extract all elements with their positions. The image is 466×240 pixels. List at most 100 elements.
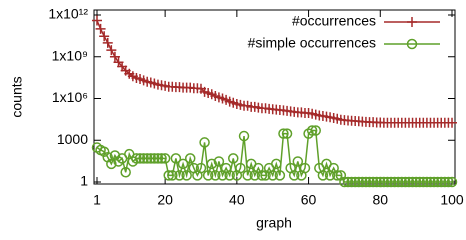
x-tick-label: 60 [301,192,317,208]
point-marker [306,125,318,136]
point-marker [339,176,350,188]
point-marker [371,176,382,188]
point-marker [375,176,386,188]
point-marker [407,176,418,188]
point-marker [109,51,120,62]
point-marker [99,31,110,42]
point-marker [389,176,400,188]
y-axis-label: counts [9,76,25,117]
point-marker [256,170,268,181]
point-marker [274,170,286,181]
point-marker [202,170,214,181]
point-marker [242,170,253,181]
point-marker [149,153,160,164]
point-marker [278,128,289,139]
point-marker [206,158,217,170]
point-marker [403,176,415,188]
point-marker [299,162,311,174]
x-axis-label: graph [256,215,292,231]
point-marker [184,153,196,164]
point-marker [92,15,102,26]
point-marker [131,153,142,164]
point-marker [385,176,397,188]
point-marker [267,170,278,181]
point-marker [439,176,451,188]
point-marker [210,170,221,181]
point-marker [428,176,440,188]
x-tick-label: 20 [157,192,173,208]
point-marker [367,176,379,188]
point-marker [292,156,304,167]
point-marker [102,37,113,48]
y-tick-label: 1x10⁶ [52,89,88,105]
point-marker [382,176,393,188]
plot-frame [93,9,456,185]
point-marker [310,125,321,136]
point-marker [410,176,422,188]
legend-marker [407,17,417,27]
point-marker [120,167,131,178]
point-marker [425,176,436,188]
point-marker [400,176,411,188]
point-marker [163,170,174,181]
point-marker [271,158,282,170]
point-marker [418,176,429,188]
point-marker [199,137,210,148]
point-marker [95,23,106,34]
point-marker [106,45,117,56]
point-marker [195,162,207,174]
point-marker [332,170,343,181]
point-marker [360,176,372,188]
point-marker [364,176,375,188]
point-marker [181,170,192,181]
point-marker [357,176,368,188]
point-marker [145,153,157,164]
y-tick-label: 1x10¹² [48,6,88,22]
x-tick-label: 80 [372,192,388,208]
point-marker [238,130,250,142]
point-marker [224,170,235,181]
point-marker [134,153,146,164]
point-marker [353,176,365,188]
point-marker [349,176,361,188]
point-marker [159,153,171,164]
point-marker [138,153,149,164]
point-marker [174,170,185,181]
point-marker [235,162,246,174]
point-marker [141,153,153,164]
point-marker [170,153,182,164]
y-tick-label: 1 [80,173,88,189]
y-tick-label: 1000 [57,131,88,147]
legend-label: #occurrences [292,13,376,29]
point-marker [346,176,357,188]
legend-label: #simple occurrences [248,35,376,51]
point-marker [288,170,300,181]
point-marker [342,176,354,188]
point-marker [152,153,164,164]
point-marker [317,170,329,181]
x-tick-label: 1 [93,192,101,208]
point-marker [435,176,447,188]
x-tick-label: 100 [440,192,464,208]
point-marker [98,146,110,157]
point-marker [106,158,117,170]
x-tick-label: 40 [229,192,245,208]
point-marker [447,117,457,128]
point-marker [446,176,458,188]
point-marker [281,128,293,139]
legend-marker [406,38,418,50]
point-marker [167,170,178,181]
point-marker [177,158,189,170]
y-tick-label: 1x10⁹ [52,47,88,63]
point-marker [378,176,390,188]
point-marker [396,176,408,188]
point-marker [414,176,425,188]
point-marker [392,176,404,188]
point-marker [228,153,239,164]
series-line [96,129,452,183]
point-marker [213,156,225,167]
point-marker [156,153,167,164]
point-marker [432,176,443,188]
point-marker [443,176,454,188]
